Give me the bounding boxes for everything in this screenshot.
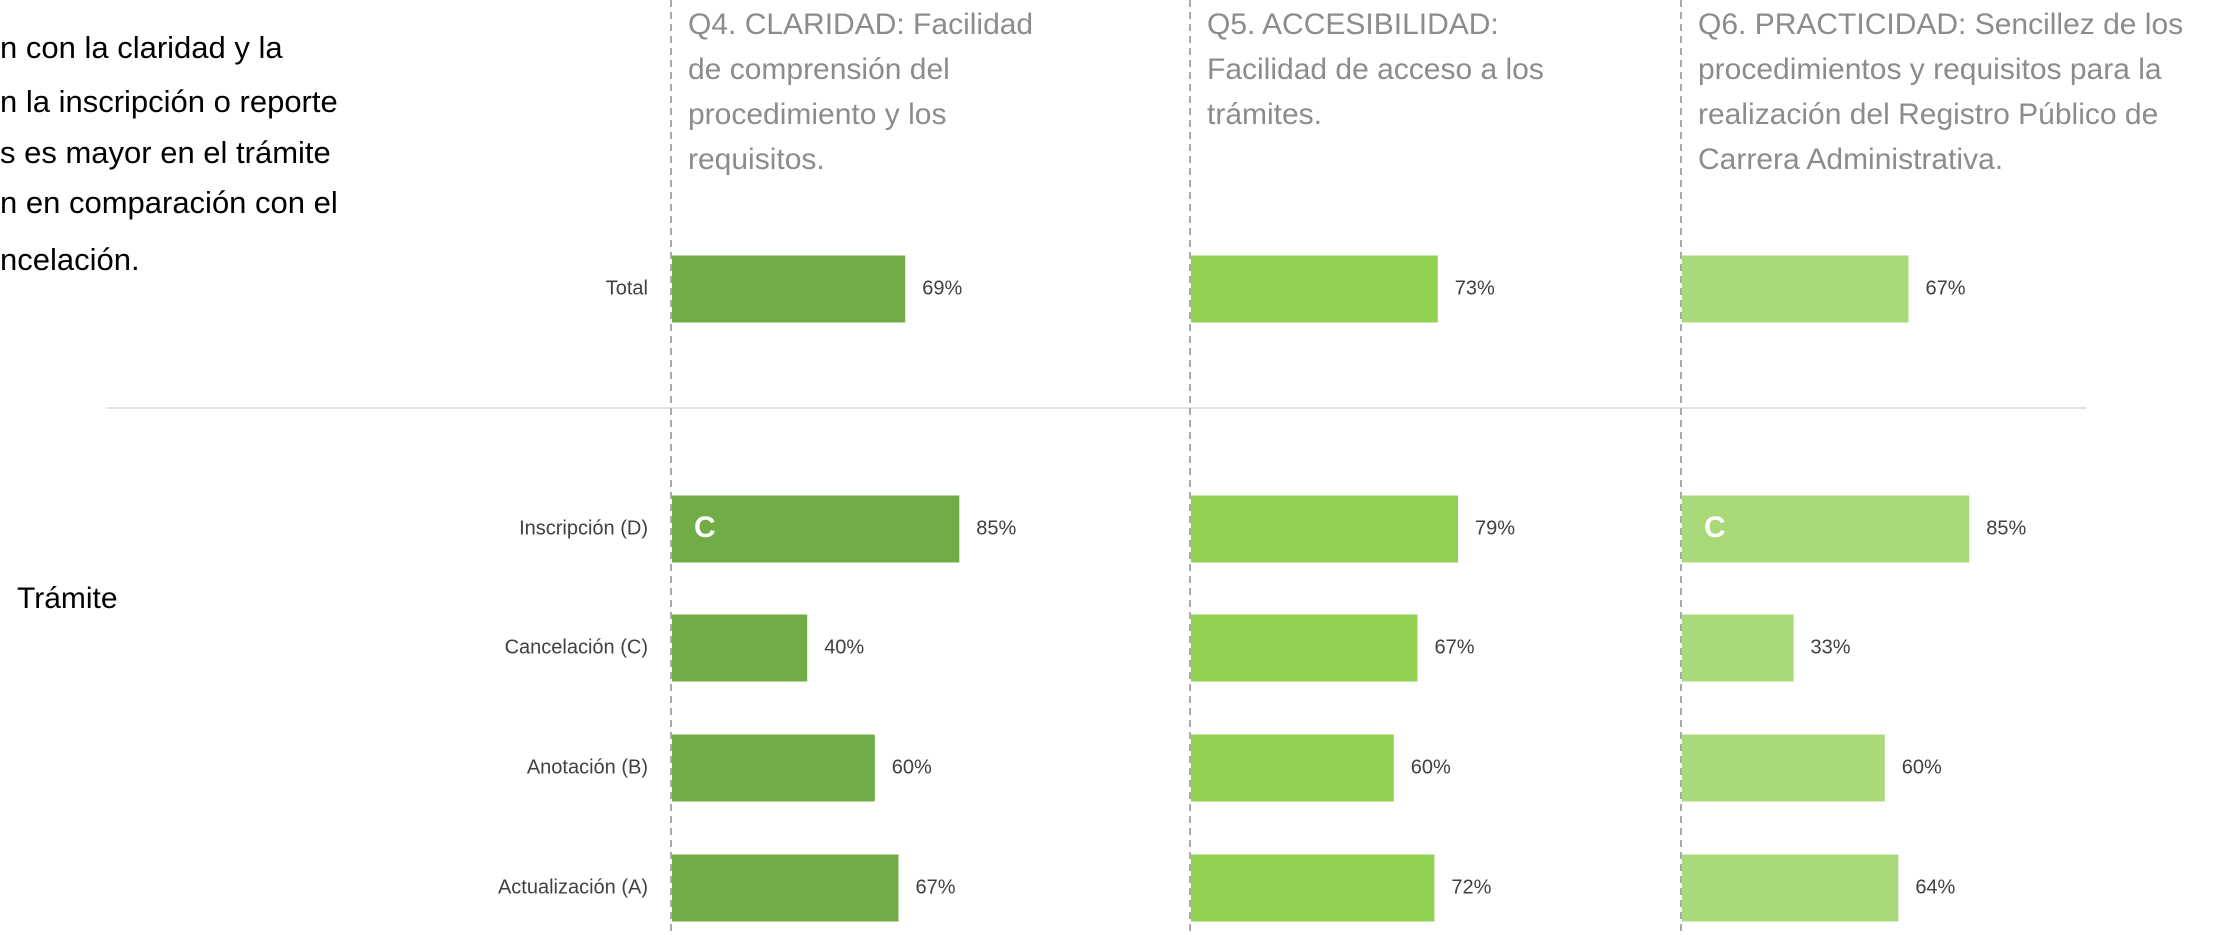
panel-title: Q6. PRACTICIDAD: Sencillez de los proced… [1698,8,2184,176]
bar [1191,854,1435,922]
value-label: 85% [976,517,1016,539]
category-label: Anotación (B) [527,756,648,778]
bar [672,495,960,563]
panel-title: Q5. ACCESIBILIDAD: Facilidad de acceso a… [1207,8,1544,131]
value-label: 73% [1455,277,1495,299]
bar [1682,854,1899,922]
bar [1682,495,1970,563]
bar [1682,614,1794,682]
value-label: 67% [1925,277,1965,299]
value-label: 64% [1915,876,1955,898]
value-label: 85% [1986,517,2026,539]
bar [672,614,808,682]
value-label: 60% [892,756,932,778]
value-label: 67% [915,876,955,898]
intro-text: n la inscripción o reporte [0,84,338,119]
category-label: Cancelación (C) [505,636,648,658]
bar [1191,734,1394,802]
bar [672,255,906,323]
bar [1191,614,1418,682]
category-label: Inscripción (D) [519,517,648,539]
value-label: 40% [824,636,864,658]
bar [672,734,875,802]
bar [1682,255,1909,323]
value-label: 33% [1811,636,1851,658]
bar [1191,495,1459,563]
value-label: 69% [922,277,962,299]
significance-mark: C [694,511,716,544]
intro-text: ncelación. [0,242,140,277]
category-label: Total [606,277,648,299]
bar [1191,255,1438,323]
significance-mark: C [1704,511,1726,544]
panel-title: Q4. CLARIDAD: Facilidad de comprensión d… [688,8,1034,176]
value-label: 67% [1434,636,1474,658]
intro-text: n en comparación con el [0,185,338,220]
bar [1682,734,1885,802]
intro-text: s es mayor en el trámite [0,135,331,170]
group-label: Trámite [17,582,118,615]
value-label: 72% [1451,876,1491,898]
value-label: 79% [1475,517,1515,539]
intro-text: n con la claridad y la [0,30,283,65]
value-label: 60% [1902,756,1942,778]
value-label: 60% [1411,756,1451,778]
bar [672,854,899,922]
category-label: Actualización (A) [498,876,648,898]
